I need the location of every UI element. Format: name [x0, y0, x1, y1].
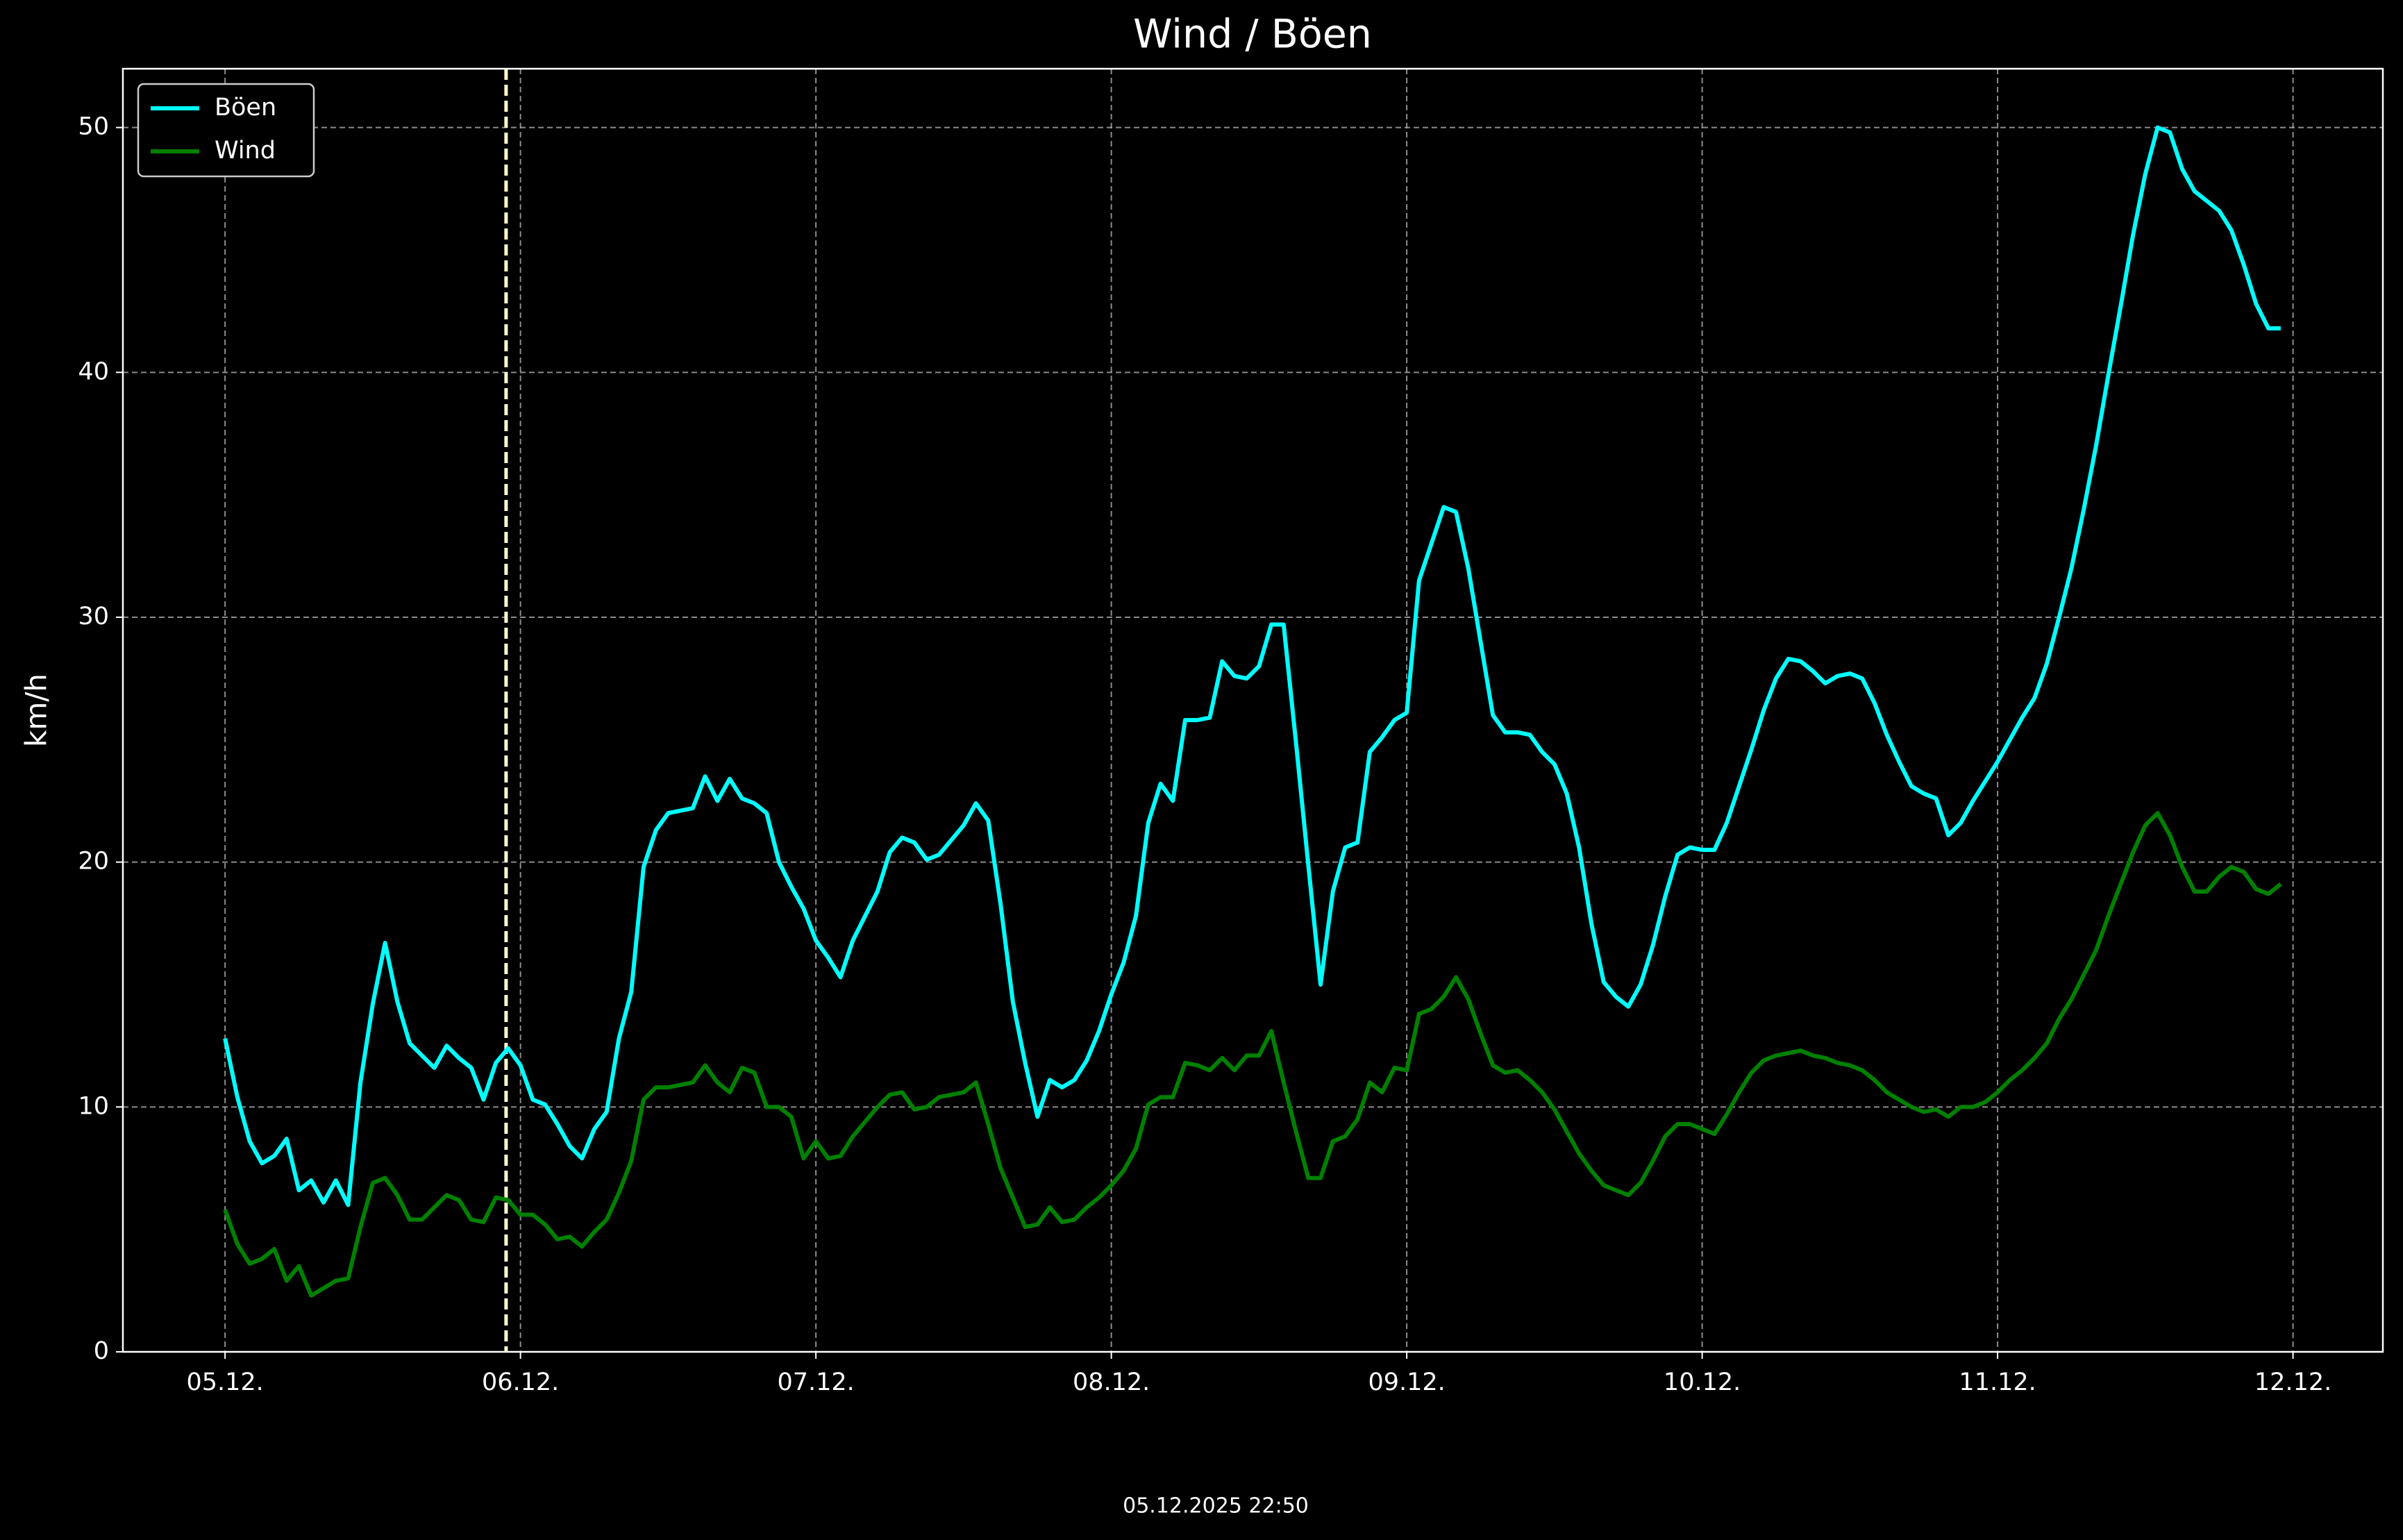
- x-tick-label: 06.12.: [482, 1369, 559, 1396]
- series-line: [223, 125, 2281, 1207]
- x-tick-label: 07.12.: [777, 1369, 854, 1396]
- y-tick-label: 30: [78, 603, 109, 630]
- x-tick-label: 08.12.: [1073, 1369, 1150, 1396]
- y-tick-label: 10: [78, 1092, 109, 1120]
- y-axis-label: km/h: [19, 673, 53, 747]
- footer-timestamp: 05.12.2025 22:50: [1123, 1494, 1309, 1518]
- y-tick-label: 50: [78, 113, 109, 141]
- legend-label: Böen: [215, 94, 276, 122]
- legend-label: Wind: [215, 137, 276, 165]
- x-tick-label: 09.12.: [1368, 1369, 1445, 1396]
- x-tick-label: 12.12.: [2254, 1369, 2331, 1396]
- legend: Böen Wind: [137, 83, 315, 178]
- x-tick-label: 10.12.: [1664, 1369, 1741, 1396]
- plot-frame: [122, 67, 2384, 1353]
- x-tick-label: 11.12.: [1959, 1369, 2036, 1396]
- y-tick-label: 40: [78, 358, 109, 385]
- x-tick-label: 05.12.: [186, 1369, 263, 1396]
- chart-title: Wind / Böen: [1133, 12, 1372, 58]
- y-tick-label: 20: [78, 848, 109, 876]
- series-line: [223, 811, 2282, 1298]
- y-tick-label: 0: [94, 1337, 109, 1365]
